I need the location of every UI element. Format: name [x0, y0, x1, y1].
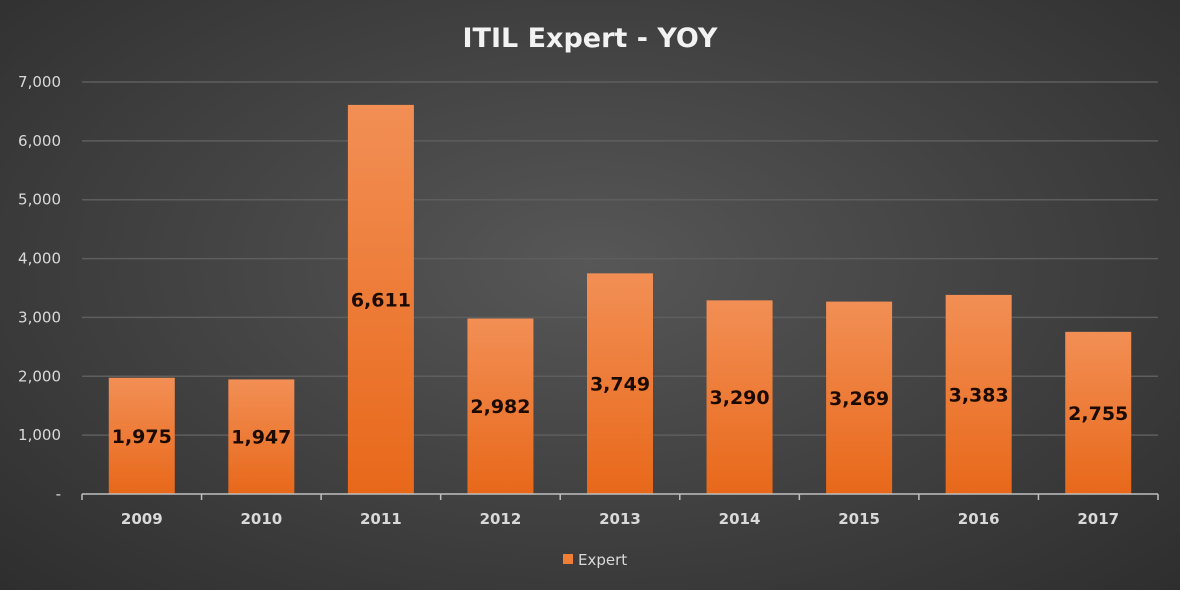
y-tick-label: 4,000: [18, 250, 61, 268]
data-label: 3,749: [590, 374, 650, 396]
bar-2017: [1065, 331, 1132, 494]
y-tick-label: 5,000: [18, 191, 61, 209]
y-tick-label: 6,000: [18, 132, 61, 150]
bar-2011: [347, 104, 414, 494]
x-tick-label: 2011: [360, 510, 402, 528]
bars: 1,975 1,947 6,611 2,982 3,749 3,290 3,269 3,383…: [108, 104, 1132, 494]
x-tick-label: 2016: [958, 510, 1000, 528]
data-label: 3,269: [829, 388, 889, 410]
x-tick-label: 2014: [719, 510, 761, 528]
legend-label: Expert: [578, 551, 627, 569]
x-tick-label: 2012: [480, 510, 522, 528]
data-label: 2,755: [1068, 403, 1128, 425]
x-tick-label: 2010: [240, 510, 282, 528]
data-label: 3,383: [949, 384, 1009, 406]
y-axis-ticks: - 1,000 2,000 3,000 4,000 5,000 6,000 7,000: [18, 73, 61, 503]
x-axis-ticks: 2009 2010 2011 2012 2013 2014 2015 2016 2017: [81, 493, 1159, 528]
x-tick-label: 2017: [1077, 510, 1119, 528]
y-tick-label: -: [56, 485, 61, 503]
chart-title: ITIL Expert - YOY: [463, 23, 718, 54]
bar-2009: [108, 377, 175, 494]
data-label: 1,947: [231, 427, 291, 449]
x-tick-label: 2013: [599, 510, 641, 528]
y-tick-label: 1,000: [18, 426, 61, 444]
y-tick-label: 3,000: [18, 308, 61, 326]
y-tick-label: 7,000: [18, 73, 61, 91]
y-tick-label: 2,000: [18, 367, 61, 385]
bar-2013: [587, 273, 653, 494]
data-label: 1,975: [112, 426, 172, 448]
bar-2010: [228, 379, 295, 494]
data-label: 2,982: [470, 396, 530, 418]
bar-2016: [945, 294, 1012, 494]
legend-swatch: [563, 554, 573, 564]
x-tick-label: 2009: [121, 510, 163, 528]
bar-2014: [706, 300, 773, 494]
data-label: 6,611: [351, 289, 411, 311]
x-tick-label: 2015: [838, 510, 880, 528]
legend: Expert: [563, 551, 627, 569]
data-label: 3,290: [710, 387, 770, 409]
bar-2012: [467, 318, 534, 494]
bar-2015: [826, 301, 893, 494]
